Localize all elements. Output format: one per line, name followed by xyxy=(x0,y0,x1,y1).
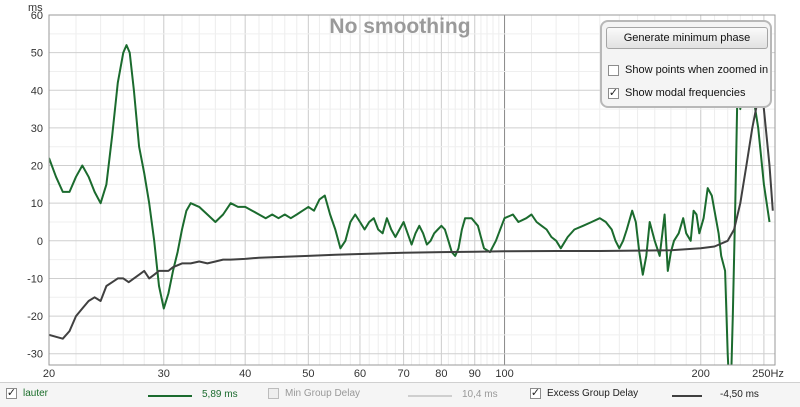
legend-item-excess-group-delay[interactable]: ✓ Excess Group Delay xyxy=(530,388,638,399)
legend-min-group-delay-checkbox[interactable] xyxy=(268,388,279,399)
options-panel: Generate minimum phase Show points when … xyxy=(600,20,772,108)
legend-excess-group-delay-swatch xyxy=(672,395,702,397)
grid xyxy=(48,14,775,365)
plot-frame xyxy=(48,14,776,366)
x-tick-label: 40 xyxy=(239,368,251,380)
legend-min-group-delay-value: 10,4 ms xyxy=(462,389,498,400)
x-ticks: 20 30 40 50 60 70 80 90 100 200 250Hz xyxy=(43,368,784,380)
generate-minimum-phase-button[interactable]: Generate minimum phase xyxy=(606,27,768,49)
x-tick-label: 50 xyxy=(302,368,314,380)
x-tick-label: 80 xyxy=(435,368,447,380)
legend-lauter-swatch xyxy=(148,395,192,397)
y-ticks: 60 50 40 30 20 10 0 -10 -20 -30 xyxy=(27,10,43,361)
legend-min-group-delay-label: Min Group Delay xyxy=(285,388,361,399)
legend-item-lauter[interactable]: ✓ lauter xyxy=(6,388,48,399)
x-tick-label: 70 xyxy=(397,368,409,380)
legend-excess-group-delay-value: -4,50 ms xyxy=(720,389,759,400)
x-tick-label: 200 xyxy=(692,368,710,380)
show-modal-frequencies-label: Show modal frequencies xyxy=(625,87,746,99)
x-tick-label: 250Hz xyxy=(752,368,784,380)
legend-lauter-checkbox[interactable]: ✓ xyxy=(6,387,17,399)
chart-title: No smoothing xyxy=(329,15,470,38)
legend-excess-group-delay-checkbox[interactable]: ✓ xyxy=(530,387,541,399)
legend-item-min-group-delay[interactable]: Min Group Delay xyxy=(268,388,360,399)
y-tick-label: -30 xyxy=(27,349,43,361)
show-modal-frequencies-option[interactable]: ✓ Show modal frequencies xyxy=(608,85,745,101)
x-tick-label: 30 xyxy=(158,368,170,380)
legend-bar: ✓ lauter 5,89 ms Min Group Delay 10,4 ms… xyxy=(0,382,800,407)
show-points-checkbox[interactable] xyxy=(608,64,619,76)
show-points-label: Show points when zoomed in xyxy=(625,64,769,76)
x-tick-label: 100 xyxy=(495,368,513,380)
series-lines xyxy=(49,44,774,365)
x-tick-label: 60 xyxy=(354,368,366,380)
y-tick-label: 10 xyxy=(31,198,43,210)
series-line-1 xyxy=(49,89,774,340)
x-tick-label: 20 xyxy=(43,368,55,380)
legend-min-group-delay-swatch xyxy=(408,395,452,397)
y-tick-label: 30 xyxy=(31,123,43,135)
y-tick-label: 0 xyxy=(37,236,43,248)
y-tick-label: 50 xyxy=(31,48,43,60)
show-points-option[interactable]: Show points when zoomed in xyxy=(608,62,768,78)
y-axis-label: ms xyxy=(28,2,43,14)
show-modal-frequencies-checkbox[interactable]: ✓ xyxy=(608,86,619,99)
legend-excess-group-delay-label: Excess Group Delay xyxy=(547,388,639,399)
y-tick-label: -20 xyxy=(27,311,43,323)
y-tick-label: 20 xyxy=(31,161,43,173)
series-line-0 xyxy=(49,44,771,365)
legend-lauter-value: 5,89 ms xyxy=(202,389,238,400)
y-tick-label: 60 xyxy=(31,10,43,22)
y-tick-label: 40 xyxy=(31,85,43,97)
legend-lauter-label: lauter xyxy=(23,388,49,399)
y-tick-label: -10 xyxy=(27,273,43,285)
x-tick-label: 90 xyxy=(469,368,481,380)
